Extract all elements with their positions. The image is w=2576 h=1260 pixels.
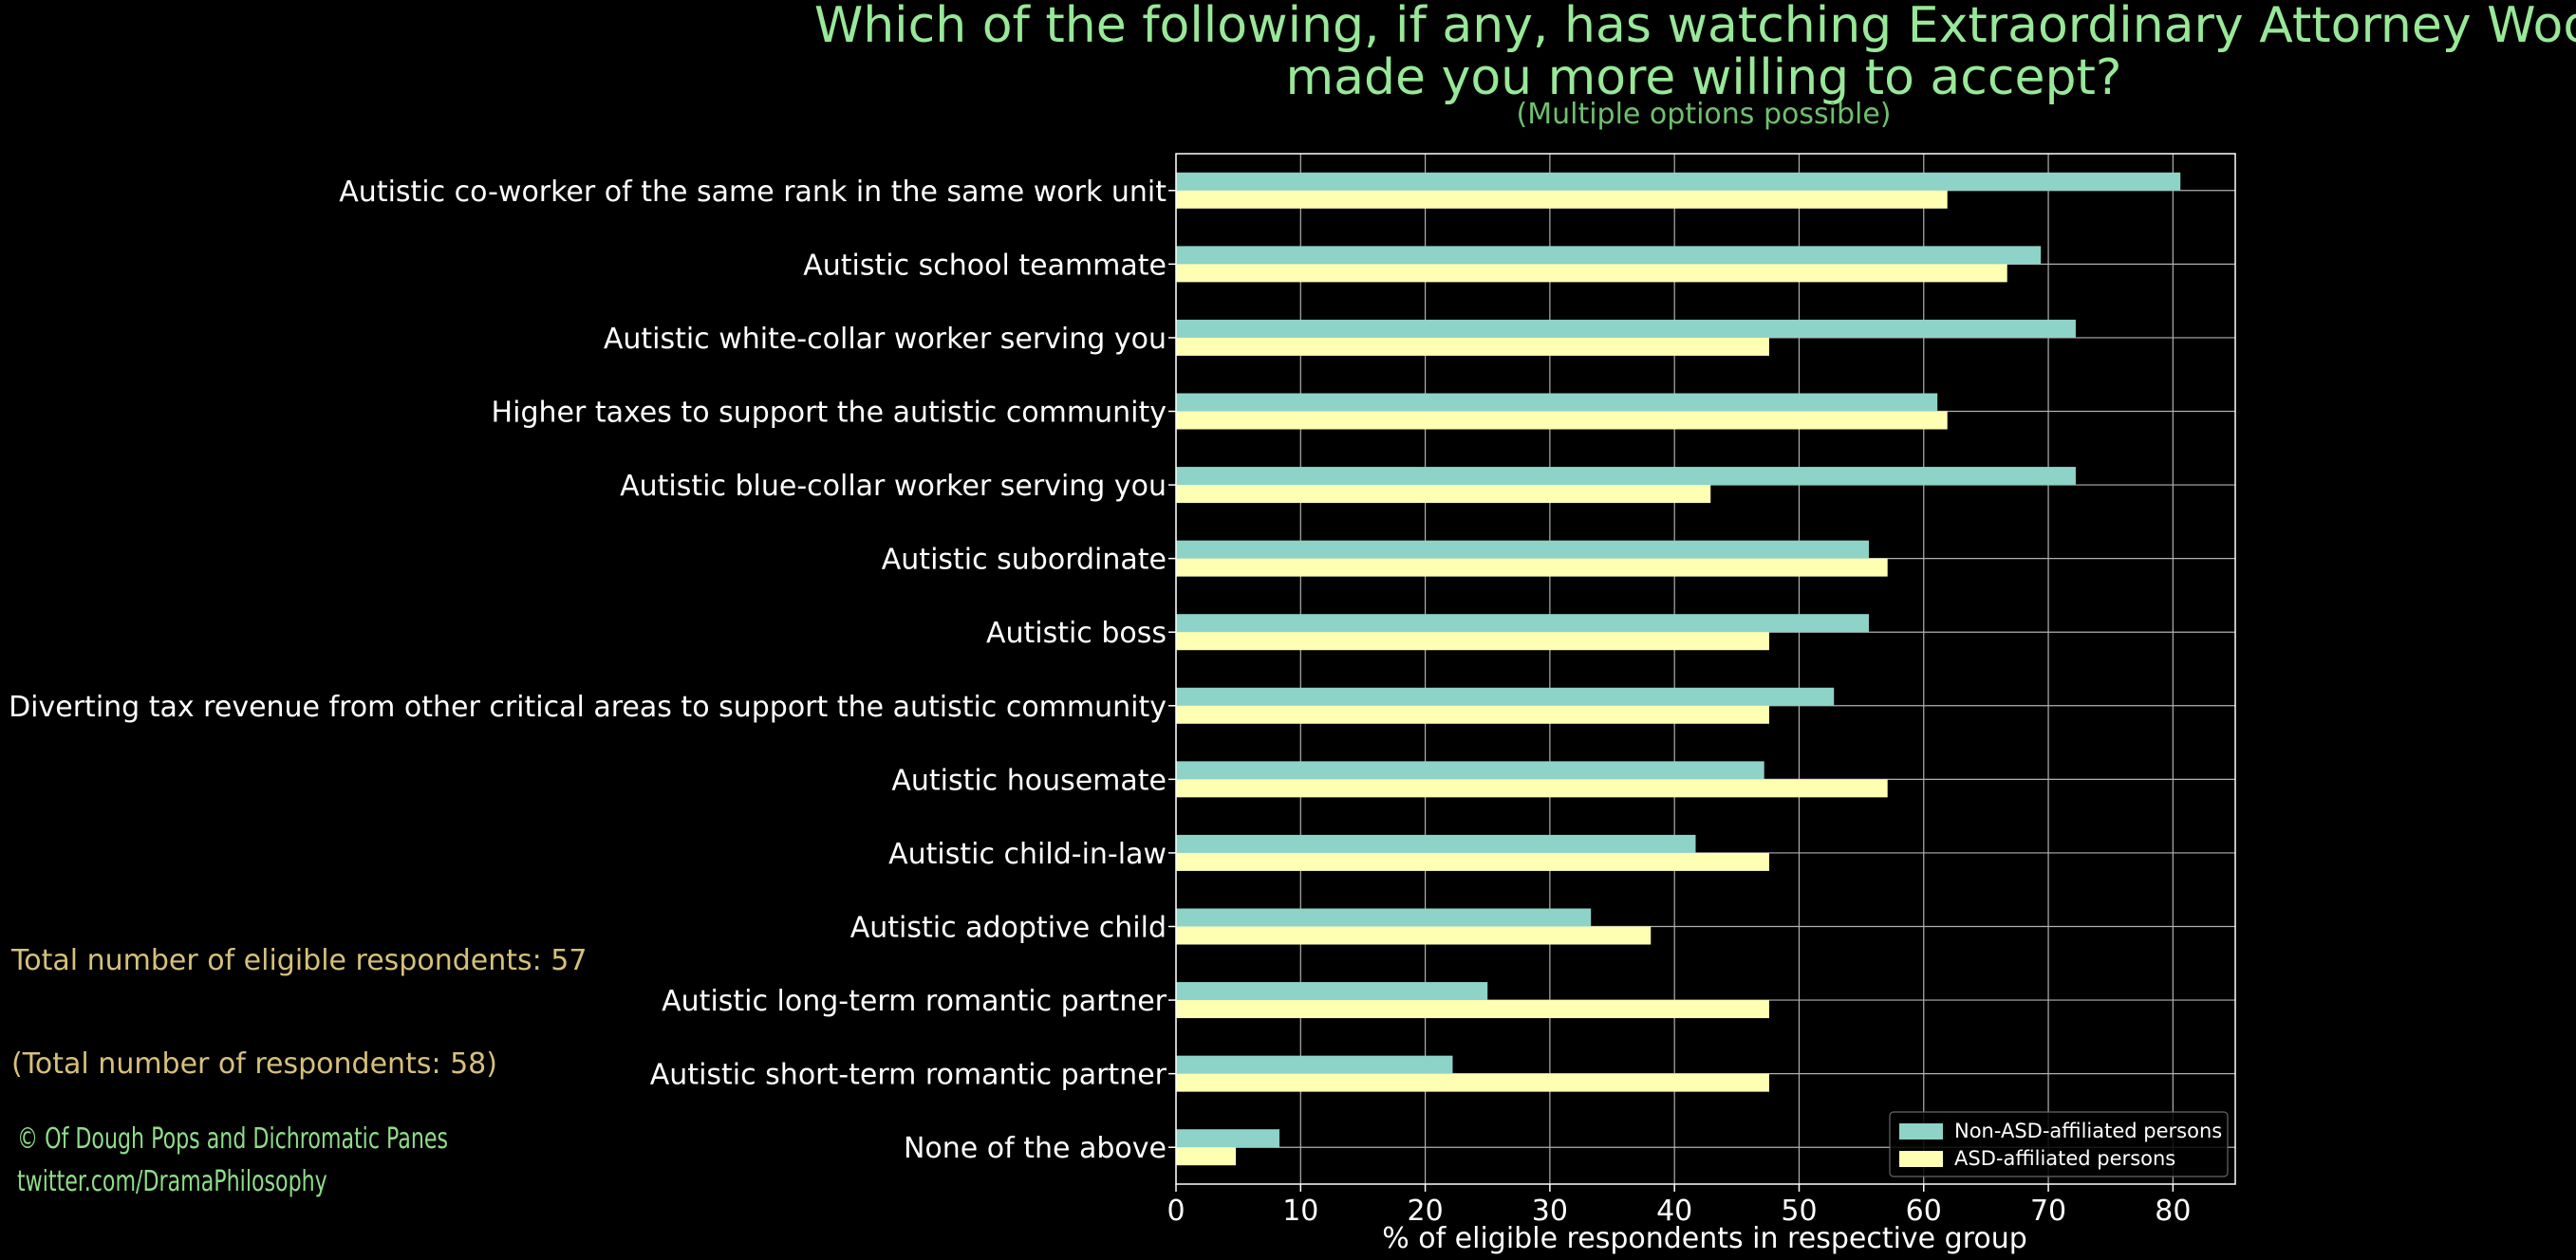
bar-asd — [1176, 558, 1888, 577]
bar-asd — [1176, 485, 1711, 504]
category-label: Autistic co-worker of the same rank in t… — [339, 176, 1167, 209]
legend-swatch — [1899, 1151, 1943, 1167]
legend-label: ASD-affiliated persons — [1954, 1147, 2175, 1170]
x-tick-label: 50 — [1781, 1195, 1817, 1228]
bar-non-asd — [1176, 319, 2076, 338]
x-tick-label: 30 — [1532, 1195, 1568, 1228]
bar-non-asd — [1176, 982, 1488, 1001]
bar-asd — [1176, 190, 1948, 209]
eligible-respondents-note: Total number of eligible respondents: 57 — [11, 944, 588, 977]
bar-non-asd — [1176, 540, 1869, 559]
category-label: Autistic blue-collar worker serving you — [620, 470, 1167, 503]
twitter-handle: twitter.com/DramaPhilosophy — [17, 1165, 327, 1198]
category-label: Autistic school teammate — [803, 249, 1167, 282]
category-label: Autistic housemate — [891, 764, 1167, 797]
category-label: Diverting tax revenue from other critica… — [9, 691, 1167, 724]
grid-layer — [1175, 154, 2235, 1184]
x-tick-label: 10 — [1282, 1195, 1318, 1228]
bars-layer — [1176, 172, 2181, 1166]
legend-box — [1889, 1111, 2229, 1177]
bar-asd — [1176, 632, 1769, 651]
bar-asd — [1176, 1073, 1769, 1092]
bar-asd — [1176, 1000, 1769, 1019]
chart-title-line-2: made you more willing to accept? — [1286, 49, 2122, 106]
chart-title-line-1: Which of the following, if any, has watc… — [814, 0, 2576, 54]
x-tick-label: 60 — [1906, 1195, 1942, 1228]
x-tick-label: 70 — [2030, 1195, 2066, 1228]
bar-asd — [1176, 779, 1888, 798]
legend: Non-ASD-affiliated persons ASD-affiliated… — [1889, 1111, 2229, 1177]
category-label: Autistic boss — [986, 617, 1167, 650]
bar-non-asd — [1176, 834, 1696, 853]
category-label: None of the above — [904, 1132, 1167, 1165]
category-label: Higher taxes to support the autistic com… — [492, 397, 1167, 430]
bar-non-asd — [1176, 393, 1938, 412]
bar-asd — [1176, 264, 2007, 283]
category-label: Autistic child-in-law — [888, 838, 1167, 871]
bar-asd — [1176, 1147, 1237, 1166]
bar-non-asd — [1176, 687, 1835, 706]
x-axis-label: % of eligible respondents in respective … — [1382, 1222, 2027, 1255]
legend-label: Non-ASD-affiliated persons — [1954, 1120, 2222, 1142]
y-tick-labels: Autistic co-worker of the same rank in t… — [9, 176, 1176, 1165]
bar-asd — [1176, 852, 1769, 871]
category-label: Autistic long-term romantic partner — [662, 985, 1167, 1018]
x-tick-labels: 0 10 20 30 40 50 60 70 80 — [1167, 1184, 2191, 1228]
chart-subtitle: (Multiple options possible) — [1517, 98, 1892, 131]
copyright-notice: © Of Dough Pops and Dichromatic Panes — [17, 1122, 449, 1156]
bar-non-asd — [1176, 908, 1592, 927]
bar-non-asd — [1176, 172, 2181, 191]
category-label: Autistic subordinate — [882, 544, 1167, 577]
category-label: Autistic adoptive child — [850, 912, 1167, 945]
bar-non-asd — [1176, 761, 1764, 780]
bar-asd — [1176, 705, 1769, 724]
bar-asd — [1176, 926, 1652, 945]
bar-non-asd — [1176, 1055, 1453, 1074]
x-tick-label: 0 — [1167, 1195, 1185, 1228]
bar-non-asd — [1176, 467, 2076, 486]
category-label: Autistic white-collar worker serving you — [604, 323, 1167, 356]
x-tick-label: 40 — [1656, 1195, 1692, 1228]
bar-non-asd — [1176, 614, 1869, 633]
bar-asd — [1176, 411, 1948, 430]
legend-swatch — [1899, 1123, 1943, 1140]
bar-asd — [1176, 337, 1769, 356]
category-label: Autistic short-term romantic partner — [650, 1059, 1167, 1092]
bar-non-asd — [1176, 246, 2042, 265]
x-tick-label: 80 — [2155, 1195, 2191, 1228]
plot-frame — [1175, 153, 2236, 1185]
bar-non-asd — [1176, 1129, 1279, 1148]
x-tick-label: 20 — [1407, 1195, 1443, 1228]
total-respondents-note: (Total number of respondents: 58) — [11, 1047, 497, 1081]
